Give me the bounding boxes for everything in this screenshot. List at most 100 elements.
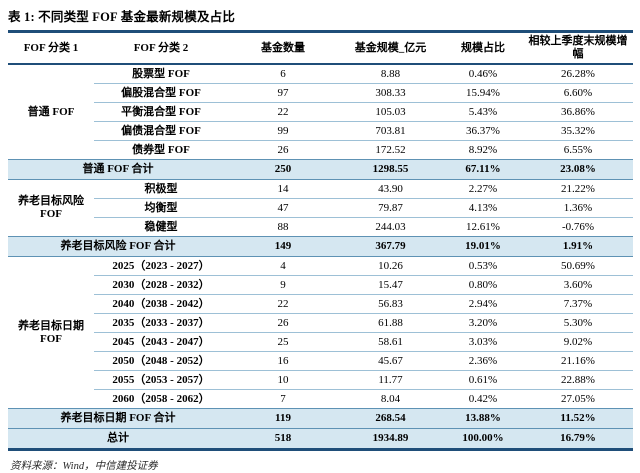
subtotal-label: 养老目标日期 FOF 合计 (8, 408, 228, 429)
numeric-cell: 8.04 (338, 389, 443, 409)
category-cell: 2030（2028 - 2032） (94, 275, 228, 295)
table-row: 平衡混合型 FOF 22 105.03 5.43% 36.86% (8, 102, 633, 122)
subtotal-label: 普通 FOF 合计 (8, 159, 228, 180)
category-cell: 积极型 (144, 182, 178, 195)
numeric-cell: 13.88% (443, 408, 523, 429)
numeric-cell: 25 (228, 332, 338, 352)
numeric-cell: 21.16% (523, 351, 633, 371)
numeric-cell: 15.47 (338, 275, 443, 295)
group-cell: 养老目标风险 FOF (18, 195, 84, 220)
numeric-cell: 149 (228, 236, 338, 257)
subtotal-row: 普通 FOF 合计 250 1298.55 67.11% 23.08% (8, 159, 633, 180)
numeric-cell: 47 (228, 198, 338, 218)
numeric-cell: 518 (228, 428, 338, 451)
numeric-cell: 1934.89 (338, 428, 443, 451)
table-row: 养老目标日期 FOF 2025（2023 - 2027） 4 10.26 0.53% 50… (8, 257, 633, 345)
numeric-cell: 7.37% (523, 294, 633, 314)
numeric-cell: 36.37% (443, 121, 523, 141)
subtotal-label: 总计 (8, 428, 228, 451)
table-row: 2060（2058 - 2062） 7 8.04 0.42% 27.05% (8, 389, 633, 409)
report-table-page: 表 1: 不同类型 FOF 基金最新规模及占比 FOF 分类 1 FOF 分类 2… (8, 10, 633, 472)
column-header: 基金规模_亿元 (338, 33, 443, 65)
table-title: 表 1: 不同类型 FOF 基金最新规模及占比 (8, 10, 236, 24)
numeric-cell: 367.79 (338, 236, 443, 257)
numeric-cell: 35.32% (523, 121, 633, 141)
numeric-cell: 26 (228, 140, 338, 160)
subtotal-row: 养老目标日期 FOF 合计 119 268.54 13.88% 11.52% (8, 408, 633, 429)
numeric-cell: 58.61 (338, 332, 443, 352)
numeric-cell: 2.27% (468, 182, 498, 195)
numeric-cell: 7 (228, 389, 338, 409)
numeric-cell: 250 (228, 159, 338, 180)
numeric-cell: 10 (228, 370, 338, 390)
table-row: 偏股混合型 FOF 97 308.33 15.94% 6.60% (8, 83, 633, 103)
numeric-cell: 15.94% (443, 83, 523, 103)
table-row: 2050（2048 - 2052） 16 45.67 2.36% 21.16% (8, 351, 633, 371)
numeric-cell: 1.91% (523, 236, 633, 257)
numeric-cell: 97 (228, 83, 338, 103)
numeric-cell: 6.60% (523, 83, 633, 103)
column-header: 规模占比 (443, 33, 523, 65)
numeric-cell: 22 (228, 294, 338, 314)
table-row: 均衡型 47 79.87 4.13% 1.36% (8, 198, 633, 218)
category-cell: 均衡型 (94, 198, 228, 218)
table-row: 普通 FOF 股票型 FOF 6 8.88 0.46% 26.28% (8, 64, 633, 118)
category-cell: 股票型 FOF (132, 67, 190, 80)
numeric-cell: 8.92% (443, 140, 523, 160)
numeric-cell: 100.00% (443, 428, 523, 451)
numeric-cell: 0.46% (468, 67, 498, 80)
numeric-cell: 3.20% (443, 313, 523, 333)
table-row: 2055（2053 - 2057） 10 11.77 0.61% 22.88% (8, 370, 633, 390)
numeric-cell: 172.52 (338, 140, 443, 160)
table-row: 2035（2033 - 2037） 26 61.88 3.20% 5.30% (8, 313, 633, 333)
numeric-cell: 3.03% (443, 332, 523, 352)
table-header-row: FOF 分类 1 FOF 分类 2 基金数量 基金规模_亿元 规模占比 相较上季度末规模增… (8, 33, 633, 65)
numeric-cell: 50.69% (561, 259, 595, 272)
numeric-cell: 4.13% (443, 198, 523, 218)
category-cell: 2040（2038 - 2042） (94, 294, 228, 314)
fof-scale-table: FOF 分类 1 FOF 分类 2 基金数量 基金规模_亿元 规模占比 相较上季度末规模增… (8, 33, 633, 451)
numeric-cell: 61.88 (338, 313, 443, 333)
column-header: FOF 分类 1 (8, 33, 94, 65)
table-body: 普通 FOF 股票型 FOF 6 8.88 0.46% 26.28% 偏股混合型 FOF 97… (8, 64, 633, 451)
column-header: FOF 分类 2 (94, 33, 228, 65)
column-header: 基金数量 (228, 33, 338, 65)
category-cell: 偏债混合型 FOF (94, 121, 228, 141)
numeric-cell: 79.87 (338, 198, 443, 218)
category-cell: 2060（2058 - 2062） (94, 389, 228, 409)
category-cell: 偏股混合型 FOF (94, 83, 228, 103)
table-row: 2040（2038 - 2042） 22 56.83 2.94% 7.37% (8, 294, 633, 314)
source-note: 资料来源：Wind，中信建投证券 (10, 461, 158, 472)
numeric-cell: 14 (277, 182, 289, 195)
numeric-cell: 11.52% (523, 408, 633, 429)
numeric-cell: 105.03 (338, 102, 443, 122)
numeric-cell: 56.83 (338, 294, 443, 314)
table-row: 2045（2043 - 2047） 25 58.61 3.03% 9.02% (8, 332, 633, 352)
numeric-cell: 16.79% (523, 428, 633, 451)
numeric-cell: 26 (228, 313, 338, 333)
numeric-cell: 3.60% (523, 275, 633, 295)
numeric-cell: 0.80% (443, 275, 523, 295)
numeric-cell: 9 (228, 275, 338, 295)
category-cell: 稳健型 (94, 217, 228, 237)
numeric-cell: 8.88 (380, 67, 401, 80)
numeric-cell: 21.22% (561, 182, 595, 195)
numeric-cell: 0.42% (443, 389, 523, 409)
numeric-cell: 5.43% (443, 102, 523, 122)
numeric-cell: 88 (228, 217, 338, 237)
numeric-cell: 16 (228, 351, 338, 371)
table-row: 偏债混合型 FOF 99 703.81 36.37% 35.32% (8, 121, 633, 141)
numeric-cell: 67.11% (443, 159, 523, 180)
table-top-rule (8, 30, 633, 33)
numeric-cell: 1298.55 (338, 159, 443, 180)
table-row: 债券型 FOF 26 172.52 8.92% 6.55% (8, 140, 633, 160)
numeric-cell: 99 (228, 121, 338, 141)
numeric-cell: 5.30% (523, 313, 633, 333)
category-cell: 2025（2023 - 2027） (112, 259, 210, 272)
subtotal-row: 养老目标风险 FOF 合计 149 367.79 19.01% 1.91% (8, 236, 633, 257)
numeric-cell: 1.36% (523, 198, 633, 218)
subtotal-label: 养老目标风险 FOF 合计 (8, 236, 228, 257)
numeric-cell: 268.54 (338, 408, 443, 429)
numeric-cell: -0.76% (523, 217, 633, 237)
group-cell: 养老目标日期 FOF (18, 319, 84, 345)
